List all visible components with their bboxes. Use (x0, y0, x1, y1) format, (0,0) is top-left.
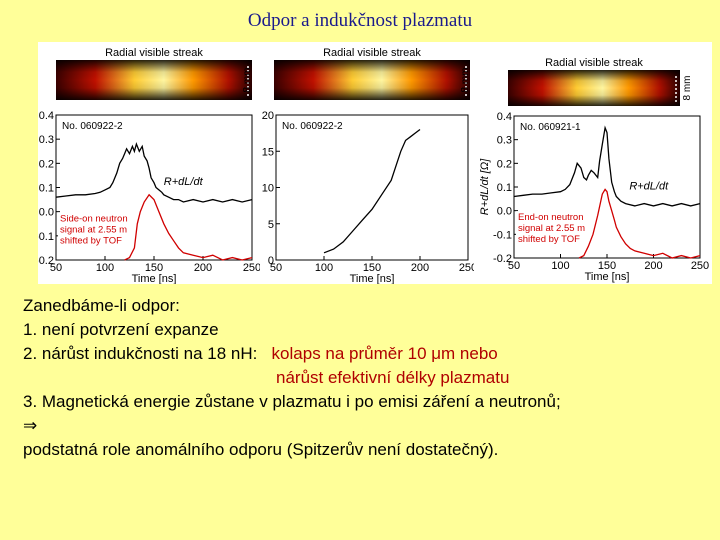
scale-label: 8 mm (242, 68, 253, 93)
y-tick-label: 15 (262, 146, 274, 158)
implies-arrow-icon: ⇒ (23, 416, 38, 435)
neutron-label-line: signal at 2.55 m (518, 223, 585, 234)
y-tick-label: 0.1 (39, 183, 54, 195)
figure-panel-3: Radial visible streak 8 mm 50 100 150 200 250 -… (474, 42, 712, 284)
x-axis-label: Time [ns] (585, 271, 630, 283)
streak-shading (508, 70, 680, 106)
x-axis-label: Time [ns] (132, 273, 177, 284)
y-tick-label: -0.1 (38, 231, 54, 243)
x-tick-label: 200 (644, 260, 662, 272)
series-line-neutron (578, 188, 701, 259)
x-tick-label: 200 (411, 262, 429, 274)
x-tick-label: 250 (459, 262, 474, 274)
slide-body: Zanedbáme-li odpor: 1. není potvrzení ex… (23, 294, 713, 462)
text-line-3: 2. nárůst indukčnosti na 18 nH: kolaps n… (23, 342, 713, 366)
y-tick-label: -0.1 (493, 229, 512, 241)
chart-panel-1: Radial visible streak 8 mm 50 100 150 200 250 -… (38, 47, 260, 284)
x-tick-label: 250 (691, 260, 709, 272)
figure-panel-2: Radial visible streak 8 mm 50 100 150 200 250 0… (260, 42, 474, 284)
y-tick-label: 0.1 (497, 182, 512, 194)
curve-label: R+dL/dt (629, 180, 669, 192)
y-axis-label: R+dL/dt [Ω] (479, 158, 491, 215)
text-line-3-highlight: kolaps na průměr 10 μm nebo (271, 344, 498, 363)
series-line-main (55, 141, 253, 203)
y-tick-label: -0.2 (493, 253, 512, 265)
series-line-neutron (124, 193, 253, 261)
y-tick-label: 0.2 (39, 158, 54, 170)
neutron-label-bg (58, 212, 120, 249)
y-tick-label: 0.3 (39, 134, 54, 146)
scale-label: 8 mm (460, 68, 471, 93)
plot-frame (275, 114, 469, 261)
y-tick-label: 0 (268, 255, 274, 267)
streak-shading (274, 60, 470, 100)
streak-title: Radial visible streak (545, 57, 643, 69)
x-tick-label: 150 (145, 262, 163, 274)
y-tick-label: 20 (262, 110, 274, 122)
shot-number: No. 060922-2 (62, 121, 123, 132)
x-tick-label: 250 (243, 262, 260, 274)
x-tick-label: 150 (598, 260, 616, 272)
neutron-label-bg (516, 211, 578, 248)
text-line-1: Zanedbáme-li odpor: (23, 296, 180, 315)
x-tick-label: 150 (363, 262, 381, 274)
curve-label: R+dL/dt (164, 176, 204, 188)
shot-number: No. 060921-1 (520, 122, 581, 133)
chart-panel-3: Radial visible streak 8 mm 50 100 150 200 250 -… (479, 57, 709, 283)
x-tick-label: 50 (50, 262, 62, 274)
streak-title: Radial visible streak (323, 47, 421, 59)
text-line-4: nárůst efektivní délky plazmatu (276, 368, 510, 387)
x-tick-label: 100 (551, 260, 569, 272)
neutron-label-line: End-on neutron (518, 212, 584, 223)
figure-panel-1: Radial visible streak 8 mm 50 100 150 200 250 -… (38, 42, 260, 284)
neutron-label-line: Side-on neutron (60, 213, 128, 224)
y-tick-label: 5 (268, 219, 274, 231)
x-tick-label: 100 (96, 262, 114, 274)
x-tick-label: 100 (315, 262, 333, 274)
neutron-label-line: shifted by TOF (60, 235, 122, 246)
text-line-6: podstatná role anomálního odporu (Spitze… (23, 440, 499, 459)
x-tick-label: 50 (270, 262, 282, 274)
y-tick-label: -0.2 (38, 255, 54, 267)
neutron-label-line: shifted by TOF (518, 234, 580, 245)
y-tick-label: 0.4 (497, 111, 512, 123)
text-line-5: 3. Magnetická energie zůstane v plazmatu… (23, 392, 561, 411)
y-tick-label: 0.0 (497, 206, 512, 218)
y-tick-label: 0.4 (39, 110, 54, 122)
neutron-label-line: signal at 2.55 m (60, 224, 127, 235)
y-tick-label: 10 (262, 183, 274, 195)
x-axis-label: Time [ns] (350, 273, 395, 284)
streak-shading (56, 60, 252, 100)
text-line-3-prefix: 2. nárůst indukčnosti na 18 nH: (23, 344, 272, 363)
slide-title: Odpor a indukčnost plazmatu (247, 10, 473, 31)
scale-label: 8 mm (682, 76, 693, 101)
y-tick-label: 0.3 (497, 135, 512, 147)
series-line-main (513, 125, 701, 207)
y-tick-label: 0.0 (39, 207, 54, 219)
y-tick-label: 0.2 (497, 158, 512, 170)
streak-title: Radial visible streak (105, 47, 203, 59)
chart-panel-2: Radial visible streak 8 mm 50 100 150 200 250 0… (262, 47, 474, 284)
series-line-main (323, 128, 421, 254)
x-tick-label: 200 (194, 262, 212, 274)
shot-number: No. 060922-2 (282, 121, 343, 132)
x-tick-label: 50 (508, 260, 520, 272)
text-line-2: 1. není potvrzení expanze (23, 320, 219, 339)
